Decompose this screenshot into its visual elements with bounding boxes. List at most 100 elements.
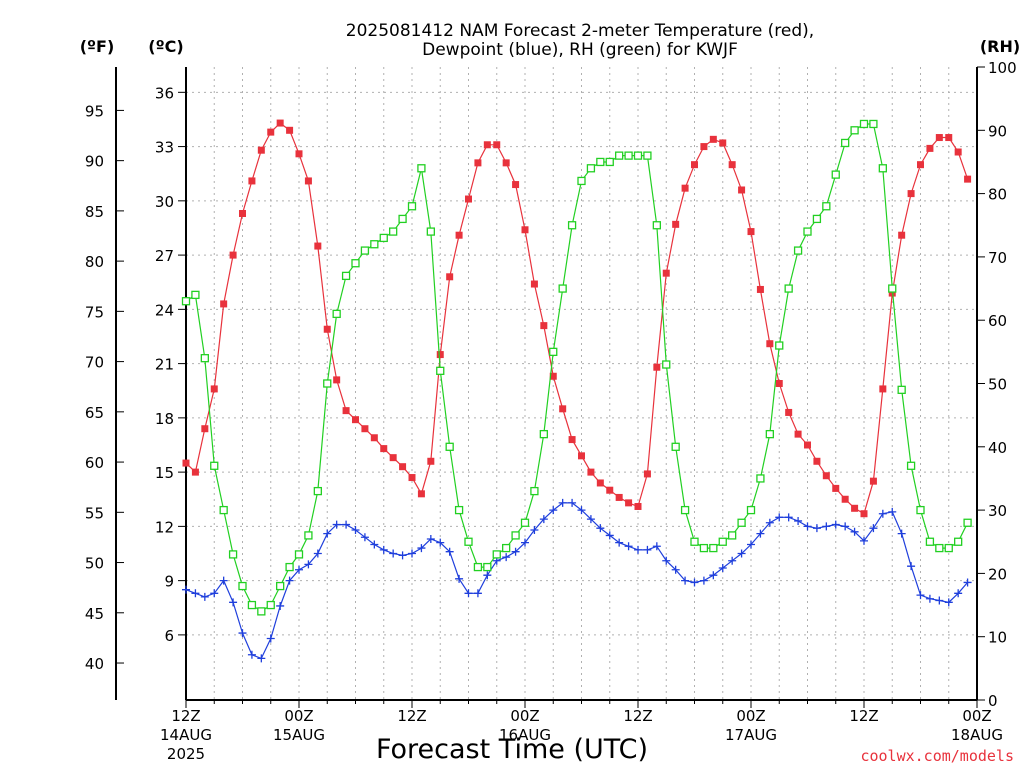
dewpoint-point (417, 544, 426, 553)
dewpoint-point (869, 524, 878, 533)
rh-point (954, 537, 963, 546)
celsius-tick-label: 30 (155, 193, 174, 211)
x-tick-label-time: 12Z (397, 707, 426, 725)
rh-point (558, 284, 567, 293)
rh-point (756, 474, 765, 483)
temperature-point (465, 195, 472, 203)
dewpoint-point (681, 576, 690, 585)
temperature-point (841, 495, 849, 503)
rh-point (398, 214, 407, 224)
celsius-tick-label: 27 (155, 247, 174, 265)
rh-point (426, 227, 435, 236)
temperature-point (869, 477, 877, 485)
temperature-point (276, 119, 284, 127)
rh-point (323, 379, 332, 388)
rh-point (633, 151, 643, 160)
dewpoint-point (191, 589, 200, 598)
rh-point (671, 442, 680, 451)
series-layer (181, 119, 972, 663)
temperature-point (719, 139, 727, 147)
temperature-point (182, 459, 190, 467)
rh-tick-label: 10 (988, 629, 1007, 647)
rh-point (257, 607, 266, 616)
celsius-tick-label: 12 (155, 518, 174, 536)
temperature-point (578, 452, 585, 460)
rh-point (473, 562, 483, 572)
x-tick-label-time: 12Z (849, 707, 878, 725)
dewpoint-point (643, 545, 652, 554)
temperature-point (220, 300, 228, 308)
temperature-point (333, 376, 341, 384)
rh-axis-label: (RH) (980, 37, 1020, 56)
dewpoint-point (794, 516, 803, 525)
temperature-point (568, 436, 576, 444)
dewpoint-point (539, 515, 548, 524)
temperature-point (813, 457, 821, 465)
dewpoint-point (662, 556, 671, 565)
dewpoint-point (351, 525, 360, 534)
rh-point (775, 341, 784, 350)
dewpoint-point (210, 589, 219, 598)
rh-point (520, 518, 530, 527)
fahrenheit-tick-label: 60 (85, 454, 104, 472)
rh-point (492, 550, 501, 559)
rh-point (389, 227, 398, 236)
temperature-point (747, 228, 755, 236)
labels-layer: 2025081412 NAM Forecast 2-meter Temperat… (80, 21, 1020, 765)
temperature-point (634, 502, 642, 510)
rh-point (539, 429, 548, 439)
rh-point (925, 537, 935, 546)
rh-point (502, 543, 511, 553)
rh-point (360, 246, 370, 255)
temperature-point (370, 434, 378, 442)
temperature-point (201, 425, 209, 433)
temperature-point (606, 486, 614, 494)
temperature-point (643, 470, 651, 478)
dewpoint-point (944, 598, 953, 607)
temperature-point (559, 405, 567, 413)
temperature-point (342, 407, 350, 415)
dewpoint-point (445, 547, 454, 556)
rh-point (351, 259, 360, 268)
rh-point (483, 562, 492, 572)
dewpoint-point (935, 596, 944, 605)
dewpoint-point (841, 522, 850, 531)
temperature-point (352, 416, 359, 424)
fahrenheit-tick-label: 50 (85, 555, 104, 573)
dewpoint-point (455, 574, 464, 583)
dewpoint-point (916, 591, 925, 600)
dewpoint-point (549, 506, 558, 515)
axes-layer (115, 66, 985, 708)
rh-tick-label: 20 (988, 565, 1007, 583)
rh-point (219, 505, 228, 515)
temperature-point (295, 150, 303, 158)
rh-point (549, 347, 558, 357)
temperature-point (691, 161, 698, 169)
temperature-point (681, 184, 689, 192)
dewpoint-point (747, 540, 755, 549)
celsius-tick-label: 21 (155, 356, 174, 374)
dewpoint-point (756, 529, 765, 538)
temperature-point (455, 231, 463, 239)
dewpoint-point (379, 545, 388, 554)
rh-tick-label: 30 (988, 502, 1007, 520)
dewpoint-point (464, 589, 473, 598)
temperature-point (436, 351, 444, 359)
temperature-point (917, 161, 924, 169)
rh-point (228, 550, 238, 559)
rh-point (341, 271, 351, 281)
rh-point (313, 486, 322, 496)
rh-point (737, 518, 746, 527)
dewpoint-point (728, 556, 737, 565)
temperature-point (512, 181, 520, 189)
dewpoint-point (285, 576, 294, 585)
temperature-line (185, 122, 969, 515)
x-tick-label-date: 14AUG (160, 726, 212, 744)
rh-point (417, 164, 426, 173)
rh-point (888, 284, 897, 293)
temperature-point (399, 463, 407, 471)
dewpoint-point (888, 507, 897, 516)
celsius-tick-label: 24 (155, 301, 174, 319)
temperature-point (653, 363, 661, 371)
rh-point (690, 537, 699, 546)
